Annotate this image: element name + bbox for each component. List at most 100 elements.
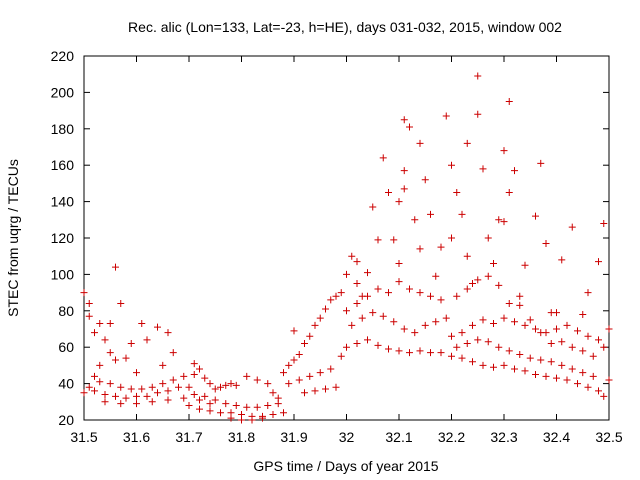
data-point — [453, 343, 461, 351]
y-tick-label: 20 — [58, 412, 74, 428]
data-point — [190, 371, 198, 378]
data-point — [448, 161, 455, 169]
data-point — [343, 270, 350, 278]
data-point — [353, 280, 361, 287]
x-tick-label: 31.5 — [70, 429, 97, 445]
data-point — [285, 380, 293, 388]
data-point — [400, 325, 408, 333]
data-point — [421, 321, 429, 329]
data-point — [154, 389, 161, 397]
x-tick-label: 32.4 — [543, 429, 570, 445]
data-point — [206, 400, 214, 408]
data-point — [432, 272, 440, 280]
data-point — [301, 389, 308, 397]
data-point — [138, 385, 146, 393]
data-point — [463, 139, 471, 147]
data-point — [201, 392, 209, 400]
data-point — [505, 347, 513, 355]
data-point — [495, 343, 503, 351]
data-point — [416, 347, 424, 355]
data-point — [500, 361, 508, 369]
data-point — [80, 389, 88, 397]
data-point — [175, 383, 182, 391]
data-point — [217, 383, 224, 391]
data-point — [96, 378, 104, 386]
data-point — [301, 340, 308, 348]
data-point — [511, 365, 518, 373]
data-point — [579, 310, 587, 318]
data-point — [584, 383, 592, 391]
data-point — [112, 392, 119, 400]
data-point — [406, 285, 413, 293]
data-point — [574, 327, 581, 335]
data-point — [269, 411, 277, 419]
data-point — [532, 371, 539, 378]
data-point — [463, 252, 471, 260]
data-point — [169, 349, 177, 357]
data-point — [516, 292, 524, 300]
data-point — [80, 289, 88, 297]
data-point — [579, 369, 587, 377]
data-point — [159, 361, 167, 369]
data-point — [458, 210, 466, 218]
data-point — [379, 312, 387, 320]
data-point — [101, 398, 109, 406]
data-point — [154, 323, 161, 331]
data-point — [243, 403, 251, 411]
data-point — [91, 387, 98, 395]
x-tick-label: 31.6 — [123, 429, 150, 445]
data-point — [122, 354, 130, 362]
data-point — [574, 380, 581, 388]
data-point — [91, 372, 98, 380]
data-point — [600, 343, 608, 351]
data-point — [274, 394, 282, 402]
y-tick-label: 40 — [58, 376, 74, 392]
data-point — [458, 329, 466, 337]
data-point — [164, 387, 172, 395]
data-point — [542, 239, 550, 247]
data-point — [568, 343, 576, 351]
data-point — [264, 380, 272, 388]
y-tick-label: 140 — [51, 194, 75, 210]
data-point — [306, 332, 314, 340]
data-point — [106, 320, 114, 328]
data-point — [427, 292, 434, 300]
data-point — [127, 385, 135, 393]
data-point — [127, 340, 135, 348]
data-point — [437, 349, 445, 357]
data-point — [280, 409, 287, 417]
data-point — [500, 218, 508, 226]
data-point — [516, 301, 524, 309]
data-point — [316, 369, 324, 377]
data-point — [400, 116, 408, 124]
data-point — [427, 210, 434, 218]
data-point — [505, 98, 513, 105]
data-point — [369, 309, 377, 317]
data-point — [101, 336, 109, 344]
data-point — [85, 383, 93, 391]
y-tick-label: 60 — [58, 339, 74, 355]
data-point — [280, 369, 287, 377]
data-point — [584, 332, 592, 340]
data-point — [206, 407, 214, 415]
data-point — [511, 167, 518, 175]
data-point — [395, 347, 403, 355]
data-point — [563, 321, 571, 329]
data-point — [490, 259, 497, 267]
data-point — [568, 365, 576, 373]
data-point — [327, 296, 335, 304]
data-point — [416, 139, 424, 147]
data-point — [148, 383, 156, 391]
data-point — [589, 372, 597, 380]
data-point — [85, 300, 93, 308]
data-point — [469, 321, 476, 329]
data-point — [484, 234, 492, 242]
data-point — [463, 340, 471, 348]
data-point — [259, 414, 266, 422]
data-point — [253, 403, 261, 411]
axis-ticks: 31.5 31.6 31.7 31.8 31.9 32 32.1 32.2 32.3 32.4 32… — [51, 48, 623, 445]
data-point — [469, 280, 476, 287]
data-point — [96, 320, 104, 328]
data-point — [269, 389, 277, 397]
data-point — [490, 363, 497, 371]
